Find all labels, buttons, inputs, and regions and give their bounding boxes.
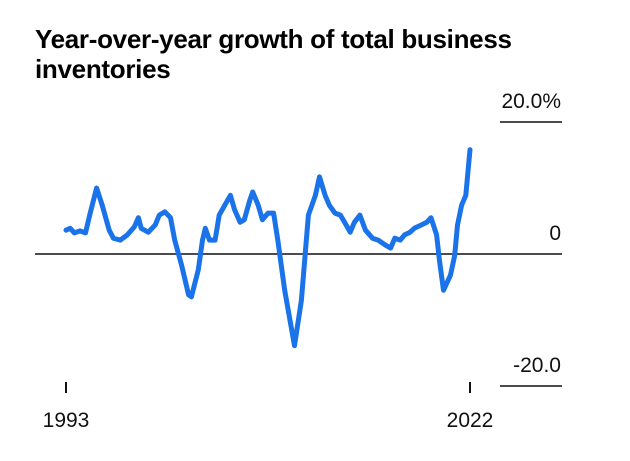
series-line-0 — [63, 147, 473, 349]
x-tick-label: 2022 — [447, 409, 494, 432]
tick-labels-group: 20.0% 0 -20.0 1993 2022 — [43, 90, 561, 432]
series-group — [63, 147, 473, 349]
axes-group — [35, 121, 562, 393]
y-tick-label: -20.0 — [513, 354, 561, 377]
y-tick-label: 0 — [549, 222, 561, 245]
y-tick-label: 20.0% — [501, 90, 561, 113]
x-tick-label: 1993 — [43, 409, 90, 432]
chart-title: Year-over-year growth of total business … — [35, 24, 512, 84]
